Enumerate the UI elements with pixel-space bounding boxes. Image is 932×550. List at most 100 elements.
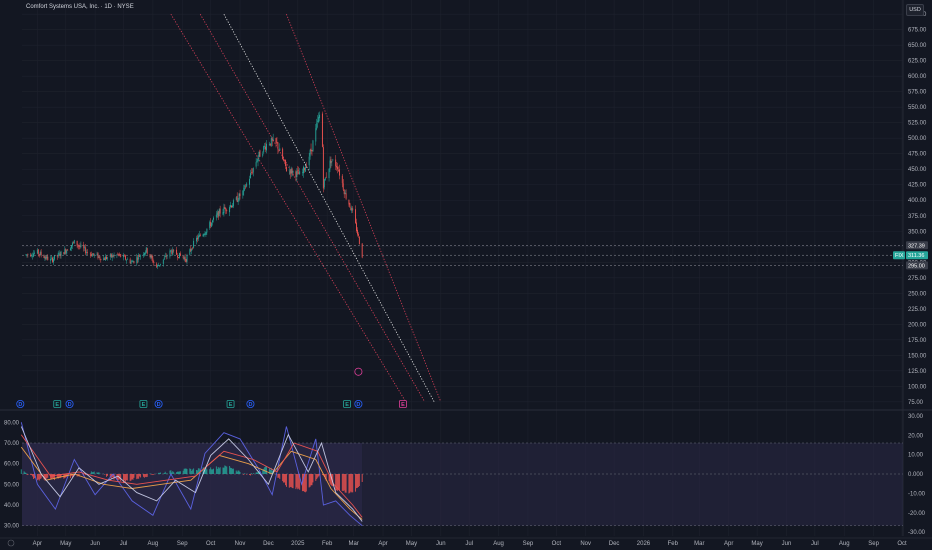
histogram-bar bbox=[256, 472, 258, 474]
histogram-bar bbox=[298, 474, 300, 489]
histogram-bar bbox=[165, 473, 167, 474]
candle-body bbox=[58, 253, 60, 255]
candle-body bbox=[231, 205, 232, 208]
candle-body bbox=[123, 255, 124, 258]
candle-body bbox=[126, 259, 128, 260]
candle-body bbox=[110, 253, 112, 258]
histogram-bar bbox=[178, 471, 179, 474]
time-tick-label: Jul bbox=[120, 541, 128, 547]
candle-body bbox=[91, 254, 93, 257]
candle-body bbox=[165, 256, 167, 258]
candle-body bbox=[319, 114, 321, 119]
price-tag bbox=[906, 241, 928, 250]
candle-body bbox=[275, 138, 277, 143]
candle-body bbox=[282, 148, 284, 159]
candle-body bbox=[139, 256, 141, 257]
event-marker-letter: D bbox=[68, 402, 72, 408]
candle-body bbox=[158, 265, 160, 266]
candle-body bbox=[66, 250, 68, 254]
candle-body bbox=[256, 161, 258, 162]
time-tick-label: Nov bbox=[580, 541, 591, 547]
candle-body bbox=[26, 254, 28, 256]
histogram-bar bbox=[90, 471, 92, 474]
histogram-bar bbox=[91, 472, 93, 474]
histogram-bar bbox=[59, 474, 61, 479]
histogram-bar bbox=[142, 474, 144, 477]
time-tick-label: Feb bbox=[322, 541, 333, 547]
histogram-bar bbox=[171, 472, 173, 474]
histogram-bar bbox=[249, 474, 251, 476]
histogram-bar bbox=[186, 469, 188, 474]
candle-body bbox=[345, 193, 347, 199]
candle-body bbox=[206, 228, 208, 233]
histogram-bar bbox=[149, 473, 151, 474]
candle-body bbox=[252, 167, 254, 173]
histogram-bar bbox=[145, 474, 147, 478]
candle-body bbox=[84, 247, 86, 249]
histogram-bar bbox=[132, 474, 134, 480]
histogram-bar bbox=[24, 472, 26, 474]
candle-body bbox=[37, 249, 39, 254]
candle-body bbox=[279, 148, 281, 151]
candle-body bbox=[339, 169, 340, 176]
osc-left-tick: 80.00 bbox=[4, 420, 20, 426]
histogram-bar bbox=[33, 474, 35, 479]
histogram-bar bbox=[266, 466, 267, 474]
histogram-bar bbox=[250, 473, 252, 474]
histogram-bar bbox=[124, 474, 125, 481]
histogram-bar bbox=[337, 474, 339, 491]
currency-button[interactable]: USD bbox=[906, 4, 924, 16]
candle-body bbox=[316, 123, 318, 129]
candle-body bbox=[45, 256, 47, 259]
candle-body bbox=[322, 147, 324, 189]
histogram-bar bbox=[139, 474, 141, 477]
time-tick-label: May bbox=[60, 541, 71, 547]
histogram-bar bbox=[173, 472, 175, 474]
candle-body bbox=[251, 172, 253, 174]
candle-body bbox=[218, 209, 220, 217]
candle-body bbox=[30, 254, 32, 257]
event-marker-letter: D bbox=[18, 402, 22, 408]
histogram-bar bbox=[124, 474, 126, 482]
candle-body bbox=[235, 197, 237, 200]
candle-body bbox=[53, 255, 55, 260]
histogram-bar bbox=[31, 474, 33, 476]
candle-body bbox=[330, 159, 332, 164]
candle-body bbox=[342, 183, 344, 190]
candle-body bbox=[164, 255, 166, 257]
candle-body bbox=[202, 234, 204, 237]
histogram-bar bbox=[269, 469, 271, 474]
candle-body bbox=[179, 253, 181, 256]
histogram-bar bbox=[232, 468, 234, 474]
earnings-marker bbox=[343, 400, 351, 408]
histogram-bar bbox=[304, 474, 306, 493]
candle-body bbox=[249, 173, 251, 179]
candle-body bbox=[117, 253, 119, 255]
candle-body bbox=[166, 255, 168, 257]
candle-body bbox=[351, 207, 353, 211]
price-tick-label: 425.00 bbox=[908, 183, 927, 189]
candle-body bbox=[56, 255, 58, 257]
time-tick-label: Dec bbox=[609, 541, 620, 547]
candle-body bbox=[344, 192, 346, 194]
candle-body bbox=[159, 265, 160, 266]
candle-body bbox=[246, 183, 248, 187]
candle-body bbox=[242, 190, 244, 196]
price-tag bbox=[906, 251, 928, 260]
histogram-bar bbox=[343, 474, 345, 491]
price-tick-label: 550.00 bbox=[908, 105, 927, 111]
candle-body bbox=[79, 246, 81, 247]
price-tag-label: 295.00 bbox=[908, 263, 925, 269]
histogram-bar bbox=[44, 474, 46, 481]
histogram-bar bbox=[179, 471, 181, 474]
candle-body bbox=[44, 257, 46, 259]
candle-body bbox=[89, 253, 91, 255]
candle-body bbox=[348, 199, 350, 205]
histogram-bar bbox=[282, 474, 284, 482]
candle-body bbox=[119, 254, 121, 255]
candle-body bbox=[216, 212, 218, 215]
histogram-bar bbox=[243, 474, 245, 476]
candle-body bbox=[118, 254, 120, 255]
histogram-bar bbox=[104, 474, 106, 475]
